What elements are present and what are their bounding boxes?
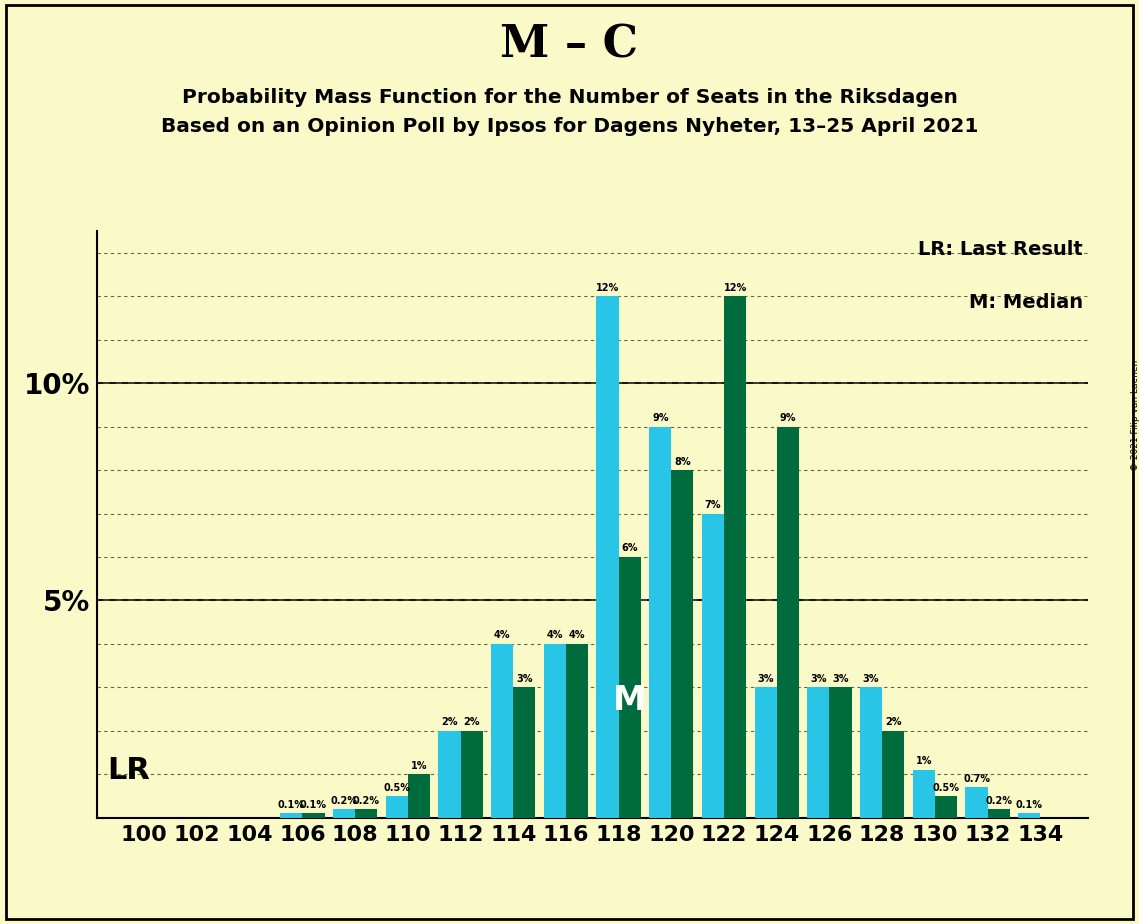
Bar — [755, 687, 777, 818]
Text: M: Median: M: Median — [968, 293, 1083, 311]
Bar — [988, 809, 1010, 818]
Text: Based on an Opinion Poll by Ipsos for Dagens Nyheter, 13–25 April 2021: Based on an Opinion Poll by Ipsos for Da… — [161, 117, 978, 137]
Bar — [935, 796, 957, 818]
Text: 2%: 2% — [464, 717, 480, 727]
Text: 3%: 3% — [863, 674, 879, 684]
Text: 3%: 3% — [810, 674, 827, 684]
Text: 0.2%: 0.2% — [330, 796, 358, 806]
Text: 1%: 1% — [411, 760, 427, 771]
Bar — [543, 644, 566, 818]
Text: 4%: 4% — [547, 630, 563, 640]
Text: 2%: 2% — [885, 717, 901, 727]
Text: 8%: 8% — [674, 456, 690, 467]
Bar — [777, 427, 798, 818]
Text: 3%: 3% — [516, 674, 533, 684]
Bar — [829, 687, 852, 818]
Text: 0.1%: 0.1% — [278, 800, 305, 810]
Bar — [883, 731, 904, 818]
Text: 0.1%: 0.1% — [300, 800, 327, 810]
Bar — [860, 687, 883, 818]
Text: 3%: 3% — [833, 674, 849, 684]
Text: 3%: 3% — [757, 674, 773, 684]
Text: Probability Mass Function for the Number of Seats in the Riksdagen: Probability Mass Function for the Number… — [181, 88, 958, 107]
Text: 12%: 12% — [596, 283, 620, 293]
Text: 0.2%: 0.2% — [985, 796, 1013, 806]
Text: 12%: 12% — [723, 283, 747, 293]
Text: M – C: M – C — [500, 23, 639, 67]
Bar — [966, 787, 988, 818]
Text: 9%: 9% — [652, 413, 669, 423]
Text: 2%: 2% — [441, 717, 458, 727]
Bar — [671, 470, 694, 818]
Bar — [333, 809, 355, 818]
Text: 4%: 4% — [494, 630, 510, 640]
Bar — [724, 297, 746, 818]
Bar — [649, 427, 671, 818]
Text: LR: Last Result: LR: Last Result — [918, 240, 1083, 259]
Bar — [597, 297, 618, 818]
Bar — [912, 770, 935, 818]
Text: © 2021 Filip van Laenen: © 2021 Filip van Laenen — [1131, 360, 1139, 471]
Bar — [439, 731, 460, 818]
Bar — [566, 644, 588, 818]
Text: 0.2%: 0.2% — [353, 796, 379, 806]
Text: 4%: 4% — [568, 630, 585, 640]
Text: 6%: 6% — [622, 543, 638, 553]
Bar — [280, 813, 302, 818]
Text: M: M — [613, 684, 646, 717]
Bar — [408, 774, 429, 818]
Bar — [386, 796, 408, 818]
Text: 9%: 9% — [779, 413, 796, 423]
Bar — [618, 557, 641, 818]
Text: 0.7%: 0.7% — [964, 773, 990, 784]
Bar — [355, 809, 377, 818]
Text: 0.1%: 0.1% — [1016, 800, 1042, 810]
Bar — [460, 731, 483, 818]
Bar — [808, 687, 829, 818]
Text: 0.5%: 0.5% — [383, 783, 410, 793]
Bar — [514, 687, 535, 818]
Bar — [491, 644, 514, 818]
Text: LR: LR — [107, 756, 150, 785]
Text: 7%: 7% — [705, 500, 721, 510]
Bar — [702, 514, 724, 818]
Bar — [1018, 813, 1040, 818]
Text: 1%: 1% — [916, 757, 932, 766]
Text: 0.5%: 0.5% — [933, 783, 959, 793]
Bar — [302, 813, 325, 818]
